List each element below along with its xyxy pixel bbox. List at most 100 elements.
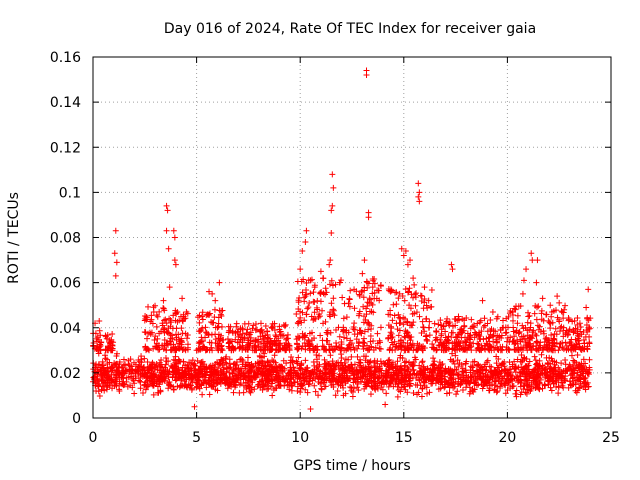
data-point [316, 372, 323, 379]
data-point [153, 323, 160, 330]
data-point [361, 257, 368, 264]
data-point [421, 372, 428, 379]
data-point [334, 377, 341, 384]
data-point [367, 391, 374, 398]
data-point [162, 316, 169, 323]
data-point [411, 281, 418, 288]
data-point [305, 337, 312, 344]
data-point [189, 357, 196, 364]
data-point [349, 393, 356, 400]
data-point [424, 390, 431, 397]
data-point [300, 376, 307, 383]
y-tick-label: 0.14 [50, 95, 81, 111]
data-point [355, 370, 362, 377]
data-point [427, 366, 434, 373]
data-point [230, 389, 237, 396]
data-point [552, 377, 559, 384]
data-point [303, 279, 310, 286]
data-point [159, 320, 166, 327]
data-point [218, 313, 225, 320]
data-point [318, 385, 325, 392]
data-point [217, 367, 224, 374]
data-point [246, 385, 253, 392]
data-point [411, 310, 418, 317]
data-point [423, 315, 430, 322]
data-point [316, 361, 323, 368]
data-point [304, 389, 311, 396]
data-point [462, 338, 469, 345]
data-point [574, 332, 581, 339]
data-point [181, 346, 188, 353]
data-point [245, 331, 252, 338]
data-point [407, 257, 414, 264]
data-point [164, 207, 171, 214]
data-point [568, 366, 575, 373]
data-point [330, 295, 337, 302]
data-point [280, 373, 287, 380]
data-point [91, 375, 98, 382]
data-point [513, 387, 520, 394]
data-point [503, 377, 510, 384]
data-point [520, 371, 527, 378]
data-point [273, 376, 280, 383]
data-point [142, 343, 149, 350]
data-point [330, 378, 337, 385]
data-point [235, 333, 242, 340]
data-point [346, 365, 353, 372]
data-point [168, 347, 175, 354]
data-point [301, 294, 308, 301]
data-point [445, 333, 452, 340]
data-point [585, 383, 592, 390]
data-point [381, 381, 388, 388]
data-point [356, 327, 363, 334]
data-point [474, 340, 481, 347]
x-axis-label: GPS time / hours [293, 458, 410, 474]
data-point [375, 375, 382, 382]
data-point [579, 368, 586, 375]
data-point [347, 384, 354, 391]
data-point [135, 363, 142, 370]
data-point [214, 376, 221, 383]
data-point [412, 302, 419, 309]
data-point [234, 328, 241, 335]
data-point [413, 309, 420, 316]
data-point [214, 387, 221, 394]
data-point [163, 347, 170, 354]
data-point [161, 337, 168, 344]
data-point [163, 227, 170, 234]
data-point [264, 378, 271, 385]
data-point [570, 329, 577, 336]
data-point [363, 353, 370, 360]
data-point [323, 337, 330, 344]
data-point [504, 338, 511, 345]
data-point [328, 372, 335, 379]
data-point [269, 320, 276, 327]
data-point [489, 308, 496, 315]
data-point [276, 370, 283, 377]
data-point [532, 357, 539, 364]
data-point [206, 363, 213, 370]
data-point [269, 392, 276, 399]
data-point [571, 343, 578, 350]
data-point [255, 367, 262, 374]
data-point [318, 289, 325, 296]
data-point [322, 346, 329, 353]
y-tick-label: 0.16 [50, 50, 81, 66]
data-point [96, 341, 103, 348]
data-point [338, 338, 345, 345]
data-point [144, 377, 151, 384]
data-point [511, 305, 518, 312]
data-point [158, 369, 165, 376]
data-point [473, 382, 480, 389]
data-point [442, 378, 449, 385]
data-point [141, 328, 148, 335]
data-point [206, 288, 213, 295]
data-point [328, 300, 335, 307]
data-point [571, 358, 578, 365]
data-point [120, 356, 127, 363]
data-point [96, 327, 103, 334]
data-point [327, 352, 334, 359]
data-point [401, 333, 408, 340]
data-point [264, 346, 271, 353]
